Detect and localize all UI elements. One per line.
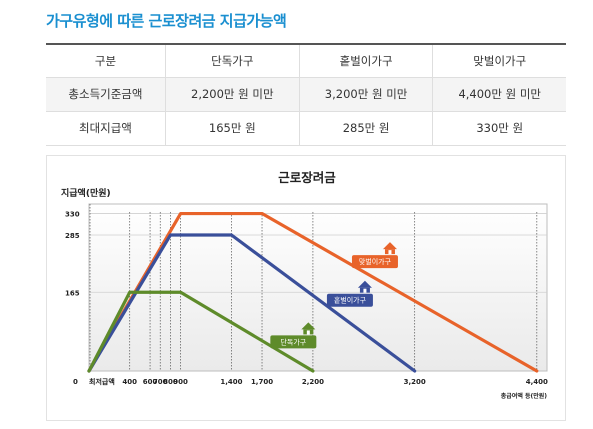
x-tick-label: 3,200 <box>404 378 426 386</box>
series-tag-box <box>270 335 317 349</box>
table-row-income: 총소득기준금액 2,200만 원 미만 3,200만 원 미만 4,400만 원… <box>46 77 566 112</box>
chart-title: 근로장려금 <box>278 170 336 185</box>
table-cell: 2,200만 원 미만 <box>165 77 300 112</box>
summary-table: 구분 단독가구 홑벌이가구 맞벌이가구 총소득기준금액 2,200만 원 미만 … <box>46 43 566 146</box>
table-row-label: 최대지급액 <box>46 111 166 146</box>
table-cell: 165만 원 <box>165 111 300 146</box>
y-tick-label: 330 <box>65 211 80 219</box>
house-icon <box>306 330 310 335</box>
plot-area <box>88 203 548 372</box>
y-axis-label: 지급액(만원) <box>61 187 111 199</box>
table-header-row: 구분 단독가구 홑벌이가구 맞벌이가구 <box>46 44 566 78</box>
table-header-cell: 단독가구 <box>165 44 300 78</box>
series-tag-label: 단독가구 <box>280 337 306 346</box>
house-icon <box>363 288 367 293</box>
series-line <box>87 290 315 373</box>
y-tick-label: 165 <box>65 289 80 297</box>
x-tick-label: 800 <box>163 378 178 386</box>
table-header-cell: 홑벌이가구 <box>299 44 434 78</box>
x-tick-label: 4,400 <box>526 378 548 386</box>
series-tag-label: 맞벌이가구 <box>359 257 392 266</box>
house-icon <box>357 280 372 288</box>
table-row-label: 총소득기준금액 <box>46 77 166 112</box>
table-cell: 330만 원 <box>432 111 566 146</box>
house-icon <box>388 250 392 255</box>
page-title: 가구유형에 따른 근로장려금 지급가능액 <box>46 12 287 30</box>
x-tick-label: 1,700 <box>251 378 273 386</box>
series-tag-box <box>326 293 373 307</box>
table-cell: 4,400만 원 미만 <box>432 77 566 112</box>
y-zero-label: 0 <box>73 378 78 386</box>
x-origin-label: 최저급액 <box>89 377 115 386</box>
table-header-cell: 구분 <box>46 44 166 78</box>
table-header-cell: 맞벌이가구 <box>432 44 566 78</box>
x-tick-label: 900 <box>173 378 188 386</box>
x-tick-label: 700 <box>153 378 168 386</box>
series-tag-label: 홑벌이가구 <box>334 296 367 305</box>
series-line <box>87 233 417 373</box>
x-tick-label: 600 <box>143 378 158 386</box>
x-tick-label: 400 <box>122 378 137 386</box>
x-tick-label: 2,200 <box>302 378 324 386</box>
y-tick-label: 285 <box>65 232 80 240</box>
table-cell: 285만 원 <box>299 111 434 146</box>
x-axis-label: 총급여액 등(만원) <box>501 392 547 400</box>
house-icon <box>382 242 397 250</box>
x-tick-label: 1,400 <box>220 378 242 386</box>
table-cell: 3,200만 원 미만 <box>299 77 434 112</box>
house-icon <box>301 322 316 330</box>
series-tag-box <box>351 255 398 269</box>
table-row-max: 최대지급액 165만 원 285만 원 330만 원 <box>46 111 566 146</box>
